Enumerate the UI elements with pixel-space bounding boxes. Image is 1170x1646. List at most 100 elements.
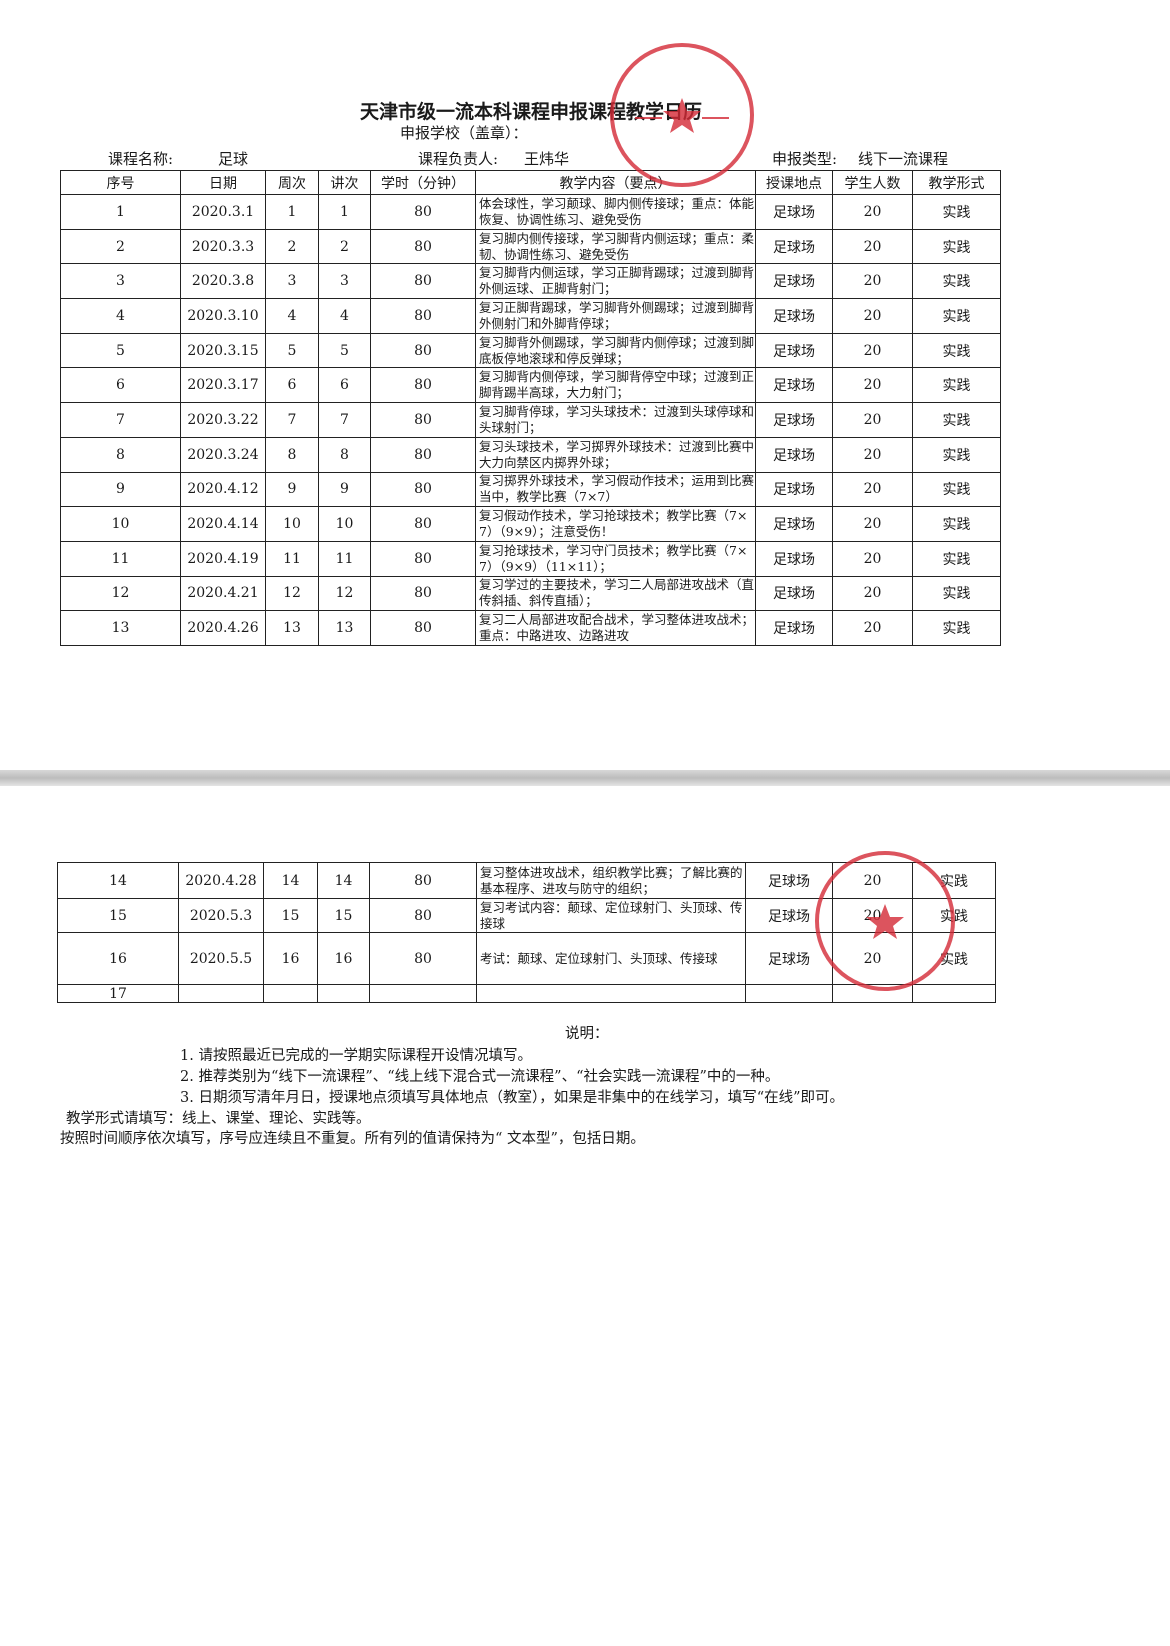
table-row: 8 2020.3.24 8 8 80 复习头球技术，学习掷界外球技术：过渡到比赛中大力向禁…	[60, 436, 1001, 473]
cell-content: 体会球性，学习颠球、脚内侧传接球；重点：体能恢复、协调性练习、避免受伤	[475, 194, 756, 230]
cell-date: 2020.3.17	[180, 367, 266, 404]
cell-students: 20	[832, 610, 913, 646]
cell-content: 复习二人局部进攻配合战术，学习整体进攻战术；重点：中路进攻、边路进攻	[475, 610, 756, 646]
cell-seq: 4	[60, 298, 181, 334]
cell-date: 2020.4.26	[180, 610, 266, 646]
cell-students: 20	[832, 367, 913, 404]
cell-content: 复习整体进攻战术，组织教学比赛；了解比赛的基本程序、进攻与防守的组织；	[476, 862, 746, 899]
cell-lecture: 6	[318, 367, 371, 404]
cell-form: 实践	[912, 862, 996, 899]
header-seq: 序号	[60, 170, 181, 195]
table-row: 16 2020.5.5 16 16 80 考试：颠球、定位球射门、头顶球、传接球 足球场 20…	[57, 932, 996, 985]
cell-location: 足球场	[755, 298, 833, 334]
cell-minutes: 80	[370, 194, 476, 230]
cell-content: 考试：颠球、定位球射门、头顶球、传接球	[476, 932, 746, 985]
cell-form: 实践	[912, 298, 1001, 334]
cell-week: 15	[263, 898, 318, 933]
cell-seq: 5	[60, 332, 181, 369]
cell-students	[832, 984, 913, 1003]
header-location: 授课地点	[755, 170, 833, 195]
cell-lecture: 1	[318, 194, 371, 230]
cell-date: 2020.3.1	[180, 194, 266, 230]
cell-lecture: 8	[318, 436, 371, 473]
cell-minutes	[369, 984, 477, 1003]
school-label: 申报学校（盖章）：	[400, 124, 528, 142]
cell-students: 20	[832, 506, 913, 542]
header-minutes: 学时（分钟）	[370, 170, 476, 195]
cell-lecture: 10	[318, 506, 371, 542]
cell-location: 足球场	[755, 402, 833, 438]
cell-date: 2020.3.15	[180, 332, 266, 369]
cell-content: 复习脚内侧传接球，学习脚背内侧运球；重点：柔韧、协调性练习、避免受伤	[475, 228, 756, 265]
cell-minutes: 80	[370, 436, 476, 473]
cell-students: 20	[832, 862, 913, 899]
cell-location: 足球场	[755, 367, 833, 404]
cell-minutes: 80	[370, 610, 476, 646]
cell-seq: 3	[60, 263, 181, 300]
cell-form: 实践	[912, 367, 1001, 404]
cell-lecture: 14	[317, 862, 370, 899]
header-form: 教学形式	[912, 170, 1001, 195]
cell-location: 足球场	[745, 862, 833, 899]
cell-week: 16	[263, 932, 318, 985]
cell-content: 复习正脚背踢球，学习脚背外侧踢球；过渡到脚背外侧射门和外脚背停球；	[475, 298, 756, 334]
cell-seq: 8	[60, 436, 181, 473]
note-extra-1: 教学形式请填写：线上、课堂、理论、实践等。	[66, 1111, 371, 1127]
cell-minutes: 80	[369, 932, 477, 985]
cell-week: 4	[265, 298, 319, 334]
cell-location: 足球场	[755, 228, 833, 265]
table-row: 4 2020.3.10 4 4 80 复习正脚背踢球，学习脚背外侧踢球；过渡到脚背外侧射门…	[60, 298, 1001, 334]
note-1: 1. 请按照最近已完成的一学期实际课程开设情况填写。	[180, 1048, 532, 1064]
note-3: 3. 日期须写清年月日，授课地点须填写具体地点（教室），如果是非集中的在线学习，…	[180, 1090, 845, 1106]
cell-seq: 7	[60, 402, 181, 438]
table-row: 6 2020.3.17 6 6 80 复习脚背内侧停球，学习脚背停空中球；过渡到正脚背踢半…	[60, 367, 1001, 404]
cell-week: 6	[265, 367, 319, 404]
cell-minutes: 80	[370, 402, 476, 438]
cell-minutes: 80	[370, 575, 476, 612]
calendar-table-page-2: 14 2020.4.28 14 14 80 复习整体进攻战术，组织教学比赛；了解比赛的基本…	[57, 862, 996, 1003]
cell-lecture: 2	[318, 228, 371, 265]
cell-seq: 16	[57, 932, 179, 985]
table-row: 17	[57, 984, 996, 1003]
notes-heading: 说明：	[565, 1026, 609, 1042]
cell-form: 实践	[912, 332, 1001, 369]
cell-minutes: 80	[369, 898, 477, 933]
cell-content: 复习脚背内侧停球，学习脚背停空中球；过渡到正脚背踢半高球，大力射门；	[475, 367, 756, 404]
cell-seq: 13	[60, 610, 181, 646]
cell-week: 11	[265, 540, 319, 577]
cell-seq: 15	[57, 898, 179, 933]
cell-week: 12	[265, 575, 319, 612]
cell-date: 2020.5.5	[178, 932, 264, 985]
cell-seq: 17	[57, 984, 179, 1003]
table-row: 10 2020.4.14 10 10 80 复习假动作技术，学习抢球技术；教学比赛（7×7…	[60, 506, 1001, 542]
cell-date: 2020.3.10	[180, 298, 266, 334]
cell-location: 足球场	[755, 506, 833, 542]
cell-week: 9	[265, 471, 319, 508]
table-row: 11 2020.4.19 11 11 80 复习抢球技术，学习守门员技术；教学比赛（7×7…	[60, 540, 1001, 577]
cell-date: 2020.4.21	[180, 575, 266, 612]
cell-week: 5	[265, 332, 319, 369]
cell-location: 足球场	[755, 436, 833, 473]
cell-seq: 14	[57, 862, 179, 899]
cell-lecture: 4	[318, 298, 371, 334]
cell-minutes: 80	[369, 862, 477, 899]
cell-date	[178, 984, 264, 1003]
table-row: 1 2020.3.1 1 1 80 体会球性，学习颠球、脚内侧传接球；重点：体能恢复、协调…	[60, 194, 1001, 230]
cell-week: 10	[265, 506, 319, 542]
cell-seq: 6	[60, 367, 181, 404]
cell-week: 1	[265, 194, 319, 230]
cell-date: 2020.3.8	[180, 263, 266, 300]
table-row: 14 2020.4.28 14 14 80 复习整体进攻战术，组织教学比赛；了解比赛的基本…	[57, 862, 996, 899]
cell-date: 2020.3.22	[180, 402, 266, 438]
cell-students: 20	[832, 298, 913, 334]
cell-seq: 10	[60, 506, 181, 542]
cell-location: 足球场	[755, 575, 833, 612]
table-row: 5 2020.3.15 5 5 80 复习脚背外侧踢球，学习脚背内侧停球；过渡到脚底板停地…	[60, 332, 1001, 369]
cell-content: 复习脚背外侧踢球，学习脚背内侧停球；过渡到脚底板停地滚球和停反弹球；	[475, 332, 756, 369]
cell-content: 复习学过的主要技术，学习二人局部进攻战术（直传斜插、斜传直插）；	[475, 575, 756, 612]
header-content: 教学内容（要点）	[475, 170, 756, 195]
cell-seq: 12	[60, 575, 181, 612]
page-2: 14 2020.4.28 14 14 80 复习整体进攻战术，组织教学比赛；了解比赛的基本…	[0, 786, 1170, 1646]
cell-minutes: 80	[370, 228, 476, 265]
cell-location: 足球场	[755, 610, 833, 646]
